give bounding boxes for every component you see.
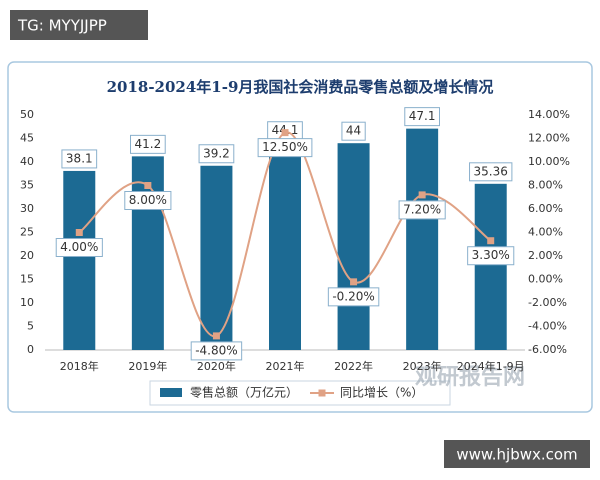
line-label-box	[398, 200, 446, 220]
bar-label: 38.1	[66, 151, 93, 165]
y2-tick-label: 10.00%	[528, 155, 570, 168]
y-tick-label: 50	[20, 108, 34, 121]
y-tick-label: 25	[20, 226, 34, 239]
legend-swatch	[160, 388, 182, 397]
x-tick-label: 2022年	[334, 359, 373, 373]
y-tick-label: 10	[20, 296, 34, 309]
line-marker	[350, 278, 358, 286]
bar-label-box	[341, 121, 366, 141]
line-label-box	[124, 191, 172, 210]
line-label: -4.80%	[195, 343, 237, 357]
logo-watermark: 观研报告网	[415, 365, 525, 390]
x-tick-label: 2019年	[128, 359, 167, 373]
x-tick-label: 2018年	[60, 359, 99, 373]
y2-tick-label: 0.00%	[528, 273, 563, 286]
bar	[337, 143, 370, 350]
line-marker	[418, 191, 426, 199]
y2-tick-label: 14.00%	[528, 108, 570, 121]
y2-tick-label: -6.00%	[528, 343, 567, 356]
bar-label: 39.2	[203, 146, 230, 160]
bar-label-box	[61, 149, 98, 169]
watermark-text: TG: MYYJJPP	[17, 17, 107, 35]
line-label-box	[467, 246, 515, 266]
legend-label: 同比增长（%）	[340, 386, 423, 400]
bar-label: 44	[346, 124, 361, 138]
line-label: 8.00%	[129, 193, 167, 207]
watermark-text: www.hjbwx.com	[456, 446, 577, 464]
watermark-box	[10, 10, 148, 40]
chart-title: 2018-2024年1-9月我国社会消费品零售总额及增长情况	[107, 78, 494, 96]
y-tick-label: 20	[20, 249, 34, 262]
y2-tick-label: 2.00%	[528, 249, 563, 262]
y-tick-label: 5	[27, 320, 34, 333]
bar	[406, 128, 439, 350]
x-tick-label: 2021年	[266, 359, 305, 373]
y2-tick-label: 8.00%	[528, 179, 563, 192]
y-tick-label: 15	[20, 273, 34, 286]
y2-tick-label: -4.00%	[528, 320, 567, 333]
y-tick-label: 45	[20, 132, 34, 145]
line-label: 3.30%	[472, 248, 510, 262]
x-tick-label: 2023年	[403, 359, 442, 373]
y-tick-label: 30	[20, 202, 34, 215]
y-tick-label: 0	[27, 343, 34, 356]
bar-label: 35.36	[474, 164, 508, 178]
bar	[269, 142, 301, 350]
bar	[63, 170, 96, 350]
y2-tick-label: 12.00%	[528, 132, 570, 145]
line-label: 12.50%	[262, 140, 308, 154]
legend-box	[149, 380, 451, 406]
bar-label-box	[198, 144, 235, 164]
line-label-box	[55, 238, 103, 257]
y2-tick-label: 6.00%	[528, 202, 563, 215]
line-marker	[75, 229, 83, 236]
bar-label: 47.1	[409, 109, 436, 123]
line-label: -0.20%	[332, 289, 374, 303]
y-tick-label: 35	[20, 179, 34, 192]
y2-tick-label: 4.00%	[528, 226, 563, 239]
line-label: 4.00%	[60, 240, 98, 254]
line-marker	[144, 182, 152, 189]
legend-label: 零售总额（万亿元）	[190, 385, 298, 400]
watermark-box	[444, 440, 590, 468]
y-tick-label: 40	[20, 155, 34, 168]
bar-label-box	[469, 162, 513, 182]
bar	[474, 183, 507, 350]
legend-swatch	[318, 389, 326, 397]
bar-label-box	[129, 134, 166, 154]
bar	[200, 165, 233, 350]
line-label-box	[190, 341, 243, 361]
line-marker	[212, 332, 220, 340]
line-marker	[487, 237, 495, 245]
x-tick-label: 2020年	[197, 359, 236, 373]
bar-label-box	[404, 107, 441, 127]
x-tick-label: 2024年1-9月	[457, 359, 525, 373]
bar-label: 41.2	[134, 137, 161, 151]
line-label: 7.20%	[403, 202, 441, 216]
line-label-box	[327, 287, 380, 307]
line-marker	[281, 129, 289, 137]
line-label-box	[257, 138, 313, 158]
y2-tick-label: -2.00%	[528, 296, 567, 309]
